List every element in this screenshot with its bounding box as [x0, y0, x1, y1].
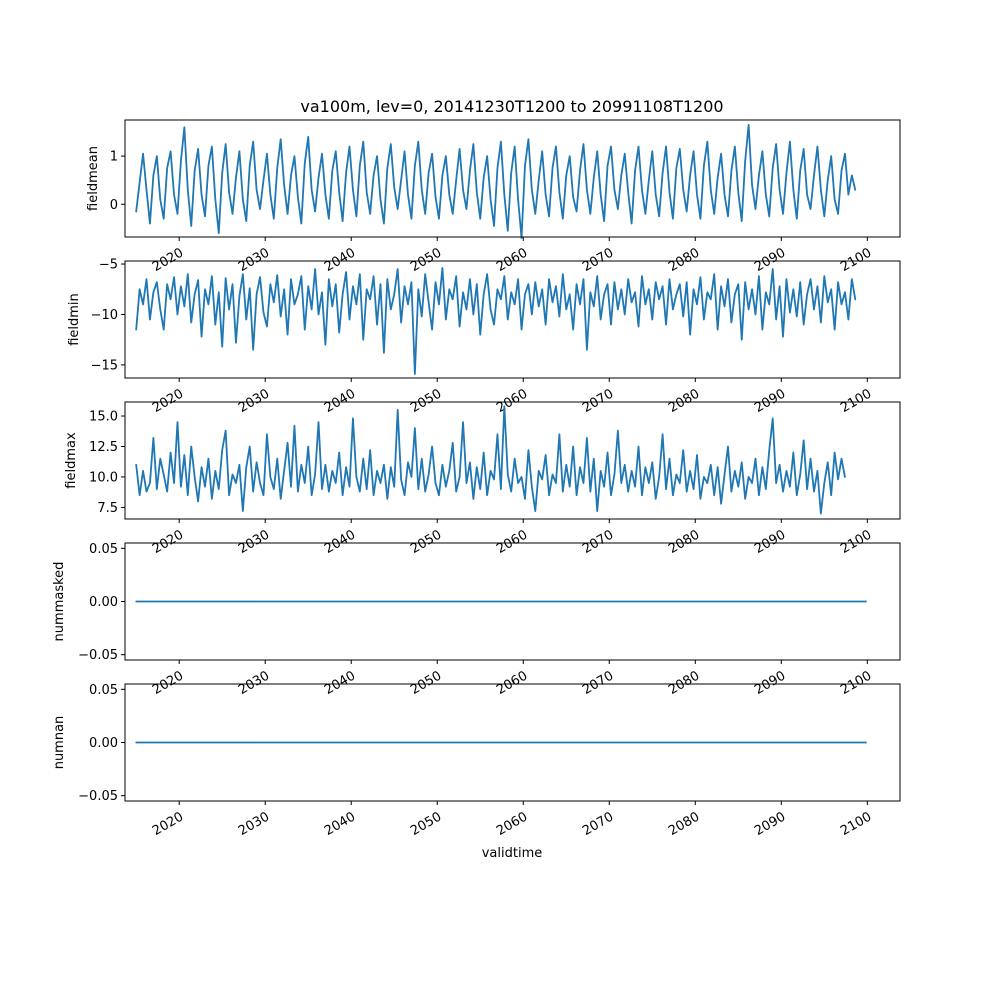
- fieldmax-ytick-label: 7.5: [97, 501, 118, 516]
- fieldmean-ytick-label: 0: [110, 198, 118, 213]
- numnan-ytick-label: 0.05: [89, 683, 118, 698]
- fieldmean-series-line: [135, 123, 857, 239]
- nummasked-ytick-label: −0.05: [78, 648, 118, 663]
- fieldmax-ytick-label: 15.0: [89, 410, 118, 425]
- fieldmax-series-line: [135, 405, 846, 515]
- nummasked-ytick-label: 0.05: [89, 542, 118, 557]
- fieldmean-ytick-label: 1: [110, 150, 118, 165]
- numnan-y-axis-label: numnan: [52, 716, 67, 770]
- fieldmin-y-axis-label: fieldmin: [67, 293, 82, 346]
- nummasked-ytick-label: 0.00: [89, 595, 118, 610]
- numnan-ytick-label: −0.05: [78, 789, 118, 804]
- fieldmax-y-axis-label: fieldmax: [64, 432, 79, 489]
- fieldmin-ytick-label: −10: [91, 308, 118, 323]
- fieldmean-axes-frame: [124, 119, 901, 238]
- fieldmean-y-axis-label: fieldmean: [86, 146, 101, 211]
- chart-title: va100m, lev=0, 20141230T1200 to 20991108…: [300, 97, 723, 116]
- fieldmax-ytick-label: 10.0: [89, 470, 118, 485]
- fieldmin-ytick-label: −5: [99, 258, 118, 273]
- fieldmin-series-line: [135, 267, 857, 375]
- fieldmin-axes-frame: [124, 260, 901, 379]
- fieldmin-ytick-label: −15: [91, 358, 118, 373]
- x-axis-label: validtime: [482, 846, 543, 861]
- fieldmax-axes-frame: [124, 401, 901, 520]
- fieldmax-ytick-label: 12.5: [89, 440, 118, 455]
- nummasked-y-axis-label: nummasked: [52, 562, 67, 642]
- numnan-ytick-label: 0.00: [89, 736, 118, 751]
